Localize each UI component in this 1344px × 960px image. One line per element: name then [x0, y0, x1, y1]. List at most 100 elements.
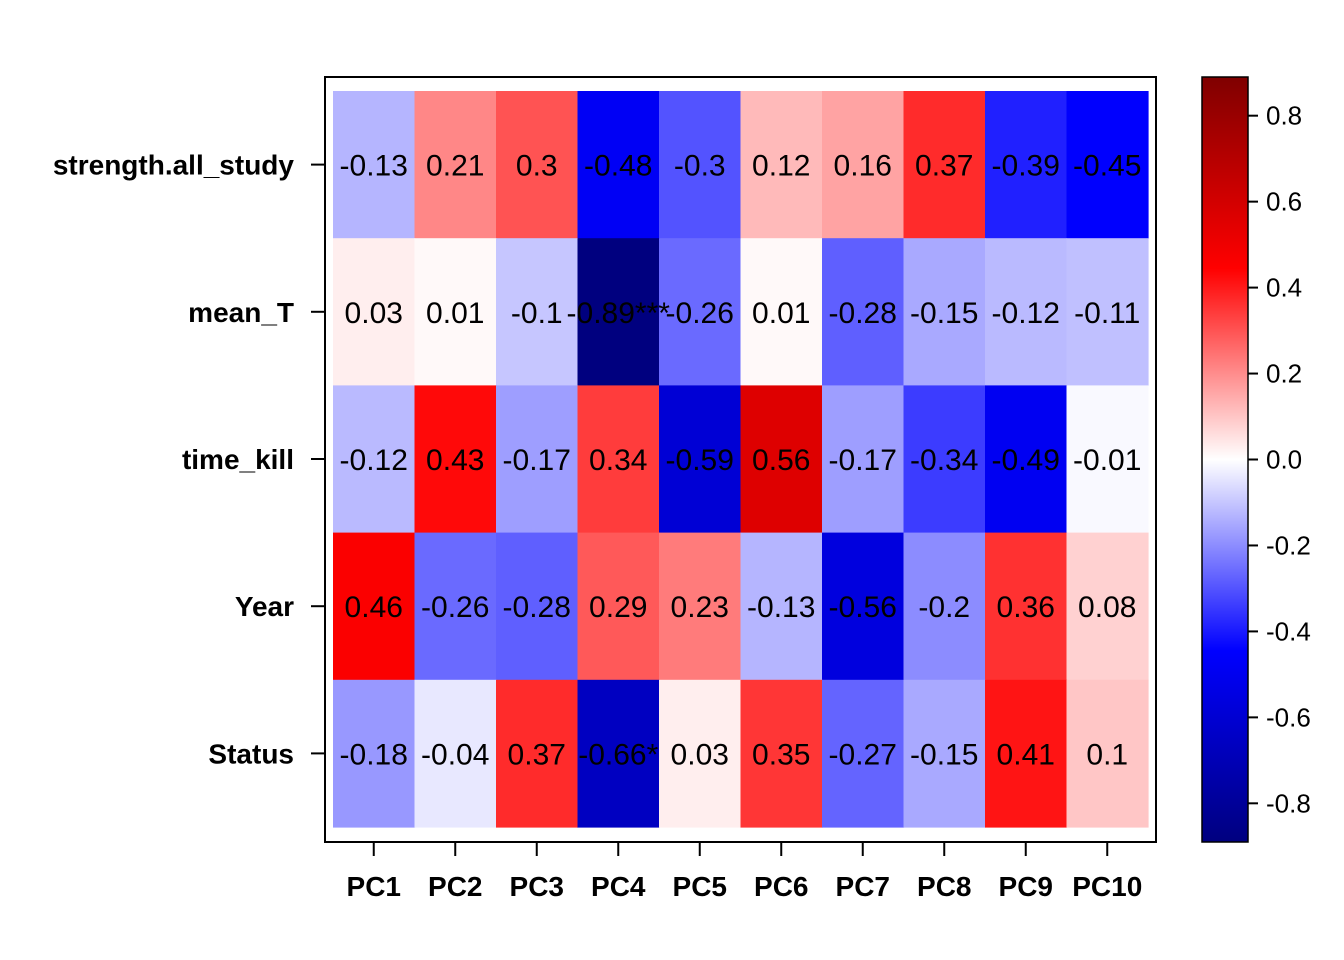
cell-value-label: -0.39	[992, 150, 1060, 183]
heatmap-cell	[822, 385, 905, 534]
heatmap-cell	[659, 385, 742, 534]
row-label: Year	[235, 591, 294, 622]
row-label: Status	[208, 738, 294, 769]
column-label: PC1	[347, 871, 401, 902]
heatmap-cell	[577, 385, 660, 534]
row-label: mean_T	[188, 297, 294, 328]
heatmap-cell	[414, 238, 497, 386]
heatmap-cell	[659, 532, 742, 681]
cell-value-label: 0.03	[345, 297, 403, 330]
color-legend-tick-label: 0.4	[1266, 273, 1302, 303]
heatmap-cell	[577, 532, 660, 681]
cell-value-label: 0.16	[834, 150, 892, 183]
cell-value-label: 0.21	[426, 150, 484, 183]
cell-value-label: -0.12	[340, 444, 408, 477]
column-label: PC6	[754, 871, 808, 902]
color-legend-tick-label: -0.4	[1266, 616, 1311, 646]
heatmap-cell	[333, 91, 416, 239]
color-legend-tick-label: -0.2	[1266, 530, 1311, 560]
cell-value-label: -0.34	[910, 444, 978, 477]
cell-value-label: -0.28	[829, 297, 897, 330]
heatmap-cell	[1066, 91, 1149, 239]
column-label: PC8	[917, 871, 971, 902]
cell-value-label: 0.41	[997, 738, 1055, 771]
heatmap-cell	[496, 238, 579, 386]
color-legend-tick-label: 0.2	[1266, 359, 1302, 389]
cell-value-label: -0.17	[829, 444, 897, 477]
cell-value-label: -0.89***	[567, 297, 671, 330]
heatmap-cell	[333, 679, 416, 828]
color-legend-ticks: -0.8 -0.6 -0.4 -0.2 0.0 0.2 0.4 0.6 0.8	[1248, 101, 1311, 818]
cell-value-label: -0.26	[421, 591, 489, 624]
heatmap-cell	[496, 679, 579, 828]
heatmap-cell	[740, 385, 823, 534]
cell-value-label: -0.27	[829, 738, 897, 771]
heatmap-cell	[822, 91, 905, 239]
cell-value-label: 0.37	[915, 150, 973, 183]
heatmap-cell	[333, 385, 416, 534]
heatmap-cell	[1066, 385, 1149, 534]
heatmap-cell	[985, 91, 1068, 239]
heatmap-cell	[903, 532, 986, 681]
cell-value-label: 0.01	[752, 297, 810, 330]
heatmap-cell	[822, 238, 905, 386]
heatmap-cell	[414, 385, 497, 534]
color-legend-tick-label: -0.8	[1266, 788, 1311, 818]
heatmap-cell	[414, 679, 497, 828]
cell-value-label: -0.13	[747, 591, 815, 624]
cell-value-label: -0.45	[1073, 150, 1141, 183]
cell-value-label: 0.23	[671, 591, 729, 624]
cell-value-label: -0.49	[992, 444, 1060, 477]
cell-value-label: -0.04	[421, 738, 489, 771]
cell-value-label: 0.56	[752, 444, 810, 477]
column-axis: PC1 PC2 PC3 PC4 PC5 PC6 PC7 PC8 PC9 PC10	[347, 841, 1142, 902]
color-legend: -0.8 -0.6 -0.4 -0.2 0.0 0.2 0.4 0.6 0.8	[1201, 76, 1311, 843]
cell-value-label: -0.11	[1074, 297, 1140, 330]
heatmap-cell	[333, 532, 416, 681]
cell-value-label: -0.66*	[578, 738, 658, 771]
cell-value-label: 0.43	[426, 444, 484, 477]
color-legend-tick-label: 0.6	[1266, 187, 1302, 217]
heatmap-cell	[659, 91, 742, 239]
cell-value-label: 0.1	[1086, 738, 1128, 771]
heatmap-cell	[903, 679, 986, 828]
row-axis: strength.all_study mean_T time_kill Year Sta…	[53, 150, 325, 769]
column-label: PC2	[428, 871, 482, 902]
heatmap-cell	[1066, 679, 1149, 828]
cell-value-label: -0.48	[584, 150, 652, 183]
cell-value-label: -0.17	[503, 444, 571, 477]
heatmap-cell	[577, 679, 660, 828]
color-legend-tick-label: 0.8	[1266, 101, 1302, 131]
cell-value-label: 0.03	[671, 738, 729, 771]
cell-value-label: 0.08	[1078, 591, 1136, 624]
cell-value-label: 0.36	[997, 591, 1055, 624]
column-label: PC5	[673, 871, 727, 902]
cell-value-label: 0.46	[345, 591, 403, 624]
heatmap-cell	[985, 238, 1068, 386]
color-legend-bar	[1201, 76, 1249, 843]
heatmap-cell	[496, 385, 579, 534]
heatmap-cell	[577, 91, 660, 239]
heatmap-cell	[659, 679, 742, 828]
heatmap-cell	[985, 679, 1068, 828]
cell-value-label: -0.3	[674, 150, 726, 183]
color-legend-tick-label: -0.6	[1266, 702, 1311, 732]
cell-value-label: 0.12	[752, 150, 810, 183]
heatmap-cell	[903, 238, 986, 386]
heatmap-cell	[740, 238, 823, 386]
heatmap-cell	[1066, 238, 1149, 386]
column-label: PC9	[999, 871, 1053, 902]
cell-value-label: -0.15	[910, 738, 978, 771]
cell-value-label: -0.2	[918, 591, 970, 624]
heatmap-cell	[822, 532, 905, 681]
heatmap-cell	[903, 91, 986, 239]
heatmap-cell	[903, 385, 986, 534]
cell-value-label: -0.28	[503, 591, 571, 624]
cell-value-label: -0.01	[1073, 444, 1141, 477]
heatmap-cell	[1066, 532, 1149, 681]
cell-value-label: 0.29	[589, 591, 647, 624]
heatmap-cell	[659, 238, 742, 386]
cell-value-label: -0.26	[666, 297, 734, 330]
heatmap-cell	[496, 91, 579, 239]
cell-value-label: -0.56	[829, 591, 897, 624]
